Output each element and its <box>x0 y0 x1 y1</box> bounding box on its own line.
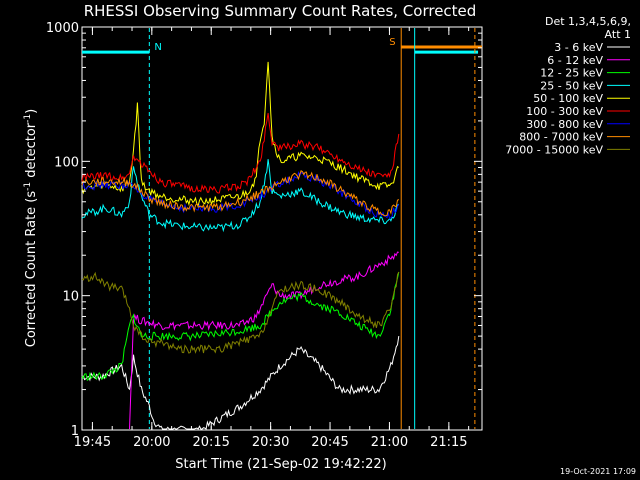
series-line <box>81 113 400 194</box>
series-line <box>81 170 400 220</box>
flag-label: N <box>154 42 161 53</box>
x-tick-label: 20:45 <box>311 435 348 450</box>
x-tick-label: 21:15 <box>430 435 467 450</box>
legend-title: Det 1,3,4,5,6,9, <box>545 15 631 28</box>
x-tick-label: 21:00 <box>371 435 408 450</box>
series-lines <box>81 61 400 430</box>
legend-label: 100 - 300 keV <box>526 105 603 118</box>
y-tick-label: 1 <box>71 424 79 439</box>
x-tick-label: 20:30 <box>252 435 289 450</box>
series-line <box>81 271 400 382</box>
x-tick-label: 20:15 <box>192 435 229 450</box>
timestamp: 19-Oct-2021 17:09 <box>560 467 636 476</box>
plot-frame <box>81 26 483 431</box>
chart-title: RHESSI Observing Summary Count Rates, Co… <box>84 2 477 20</box>
flag-label: S <box>389 37 395 48</box>
legend-label: 50 - 100 keV <box>533 92 603 105</box>
series-line <box>129 251 399 430</box>
marker-lines <box>148 28 476 429</box>
legend-label: 7000 - 15000 keV <box>505 143 603 156</box>
series-line <box>81 61 400 207</box>
legend-label: 6 - 12 keV <box>547 54 603 67</box>
x-axis-label: Start Time (21-Sep-02 19:42:22) <box>175 457 386 472</box>
y-tick-label: 1000 <box>46 21 79 36</box>
y-tick-label: 100 <box>54 155 79 170</box>
legend-label: 3 - 6 keV <box>554 41 603 54</box>
x-axis: 19:45 20:00 20:15 20:30 20:45 21:00 21:15 <box>74 27 470 450</box>
series-line <box>81 336 400 430</box>
legend-label: 12 - 25 keV <box>540 67 603 80</box>
x-tick-label: 20:00 <box>133 435 170 450</box>
series-line <box>81 271 400 354</box>
series-line <box>81 159 400 233</box>
y-axis-label: Corrected Count Rate (s-1 detector-1) <box>23 109 39 347</box>
y-tick-label: 10 <box>62 290 79 305</box>
legend-label: 800 - 7000 keV <box>519 131 603 144</box>
x-tick-label: 19:45 <box>74 435 111 450</box>
legend-label: 25 - 50 keV <box>540 79 603 92</box>
legend-label: 300 - 800 keV <box>526 118 603 131</box>
legend-subtitle: Att 1 <box>605 28 631 41</box>
series-line <box>81 170 400 217</box>
y-axis: 1 10 100 1000 <box>46 21 482 439</box>
